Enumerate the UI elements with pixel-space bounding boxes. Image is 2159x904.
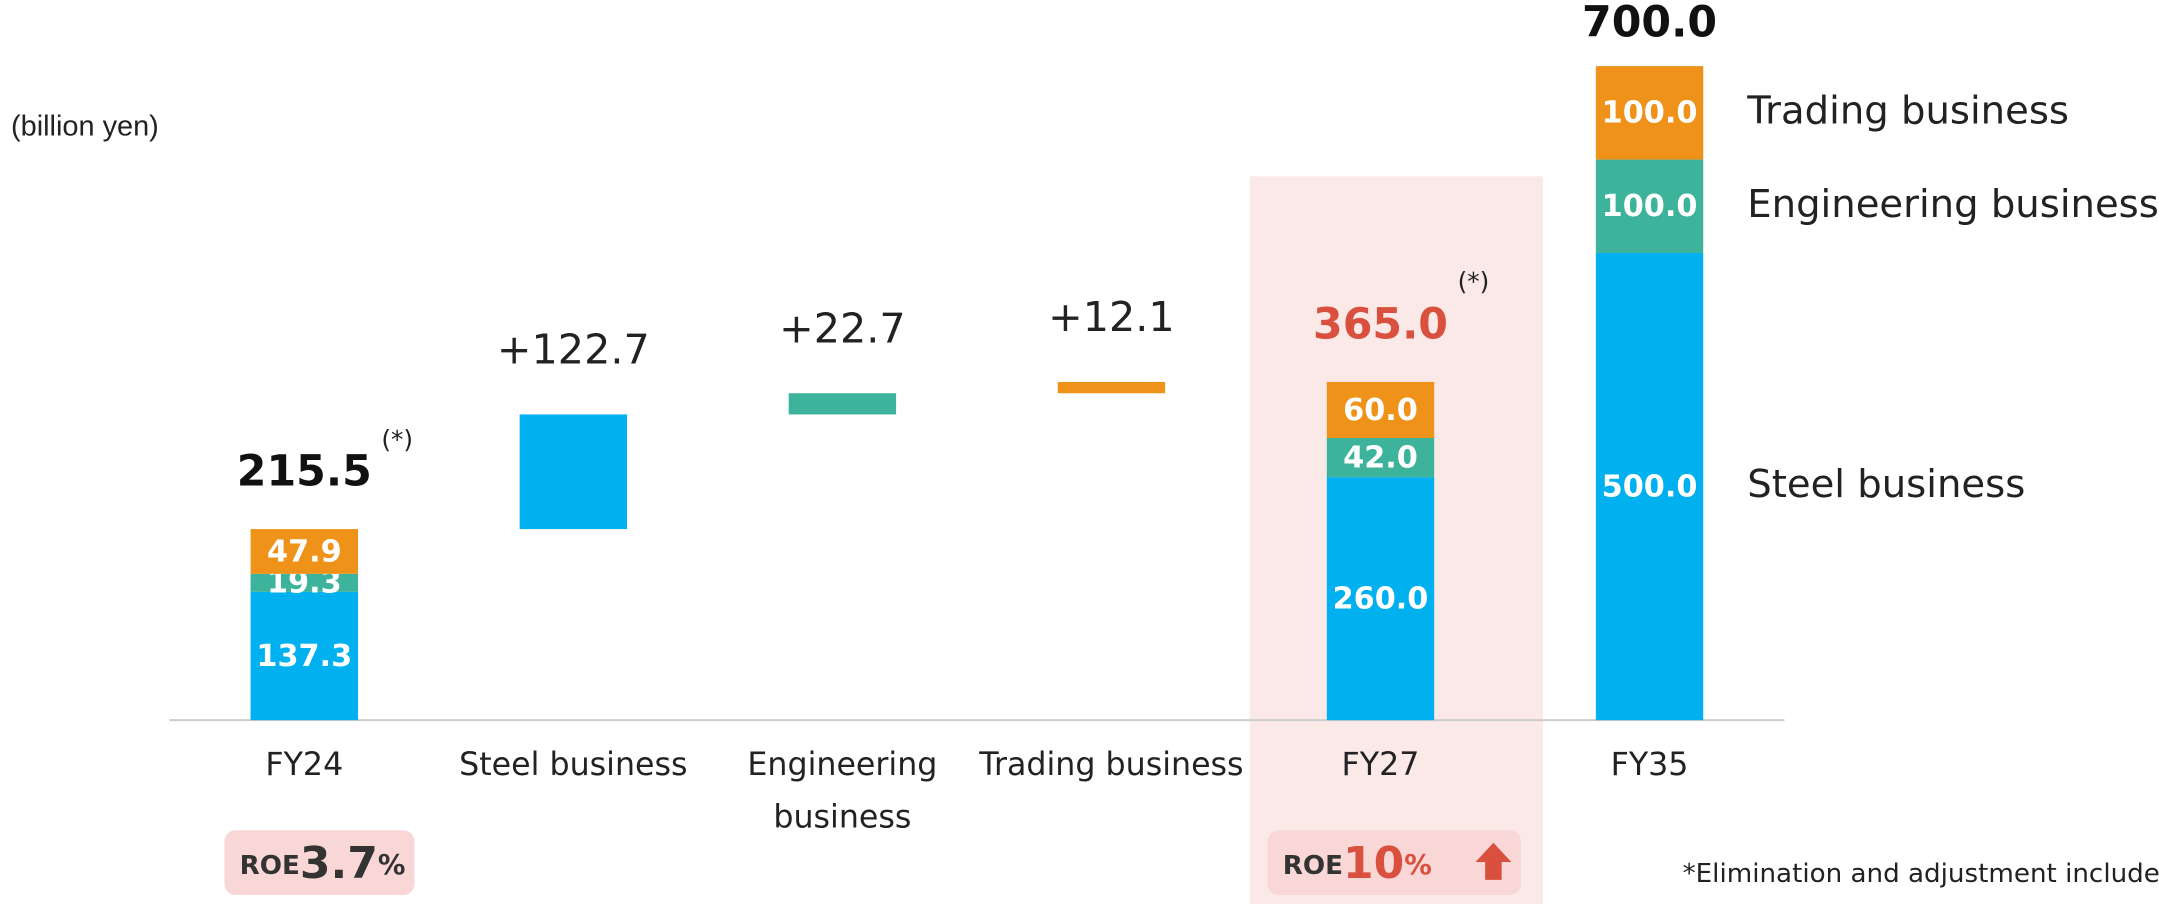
x-tick-label: FY35	[1610, 747, 1689, 784]
roe-box	[1267, 830, 1521, 896]
bar-segment	[1595, 252, 1704, 721]
segment-label: 260.0	[1333, 582, 1429, 617]
roe-box	[224, 830, 415, 896]
category-slot: Steel business	[459, 747, 688, 784]
roe-value: 10	[1343, 838, 1404, 889]
roe-prefix: ROE	[1283, 851, 1343, 881]
roe-unit: %	[1404, 849, 1432, 881]
bar-segment	[250, 529, 358, 574]
footnote: *Elimination and adjustment included	[1683, 859, 2159, 889]
x-tick-label: Engineering business	[747, 747, 938, 836]
segment-label: 137.3	[256, 639, 352, 674]
segment-label: 100.0	[1602, 96, 1698, 131]
roe-value: 3.7	[300, 838, 378, 889]
x-tick-label: Trading business	[979, 747, 1244, 784]
roe-arrow	[1475, 842, 1512, 880]
roe-prefix: ROE	[240, 851, 300, 881]
step-bar	[1057, 381, 1166, 394]
total-label: 365.0	[1313, 299, 1448, 349]
category-slot: FY35	[1610, 747, 1689, 784]
bar-segment	[1326, 381, 1435, 438]
total-label: 215.5	[237, 447, 372, 497]
category-slot: Engineering business	[747, 747, 938, 836]
step-label: +12.1	[1048, 293, 1175, 341]
roe-text: ROE3.7%	[240, 838, 406, 889]
step-label: +122.7	[497, 325, 650, 373]
category-slot: Trading business	[979, 747, 1244, 784]
step-bar	[788, 393, 897, 415]
bar-segment	[1326, 437, 1435, 478]
segment-label: 42.0	[1343, 440, 1418, 475]
category-slot: FY24	[265, 747, 344, 784]
unit-label: (billion yen)	[11, 111, 159, 143]
x-tick-label: FY27	[1341, 747, 1420, 784]
bar-segment	[1595, 66, 1704, 160]
bar-segment	[250, 573, 358, 592]
segment-label: 500.0	[1602, 469, 1698, 504]
total-note: (*)	[381, 425, 413, 454]
legend-label: Steel business	[1747, 462, 2025, 507]
bar-segment	[1326, 477, 1435, 721]
segment-label: 47.9	[267, 534, 342, 569]
category-slot: FY27	[1341, 747, 1420, 784]
x-tick-label: FY24	[265, 747, 344, 784]
x-tick-label: Steel business	[459, 747, 688, 784]
roe-unit: %	[378, 849, 406, 881]
step-label: +22.7	[779, 304, 906, 352]
total-label: 700.0	[1582, 0, 1717, 47]
bar-segment	[1595, 159, 1704, 253]
roe-text: ROE10%	[1283, 838, 1432, 889]
legend-label: Trading business	[1746, 88, 2069, 133]
step-bar	[519, 414, 628, 530]
bar-segment	[250, 591, 358, 721]
total-note: (*)	[1458, 267, 1490, 296]
segment-label: 60.0	[1343, 393, 1418, 428]
segment-label: 100.0	[1602, 189, 1698, 224]
legend-label: Engineering business	[1747, 182, 2159, 227]
